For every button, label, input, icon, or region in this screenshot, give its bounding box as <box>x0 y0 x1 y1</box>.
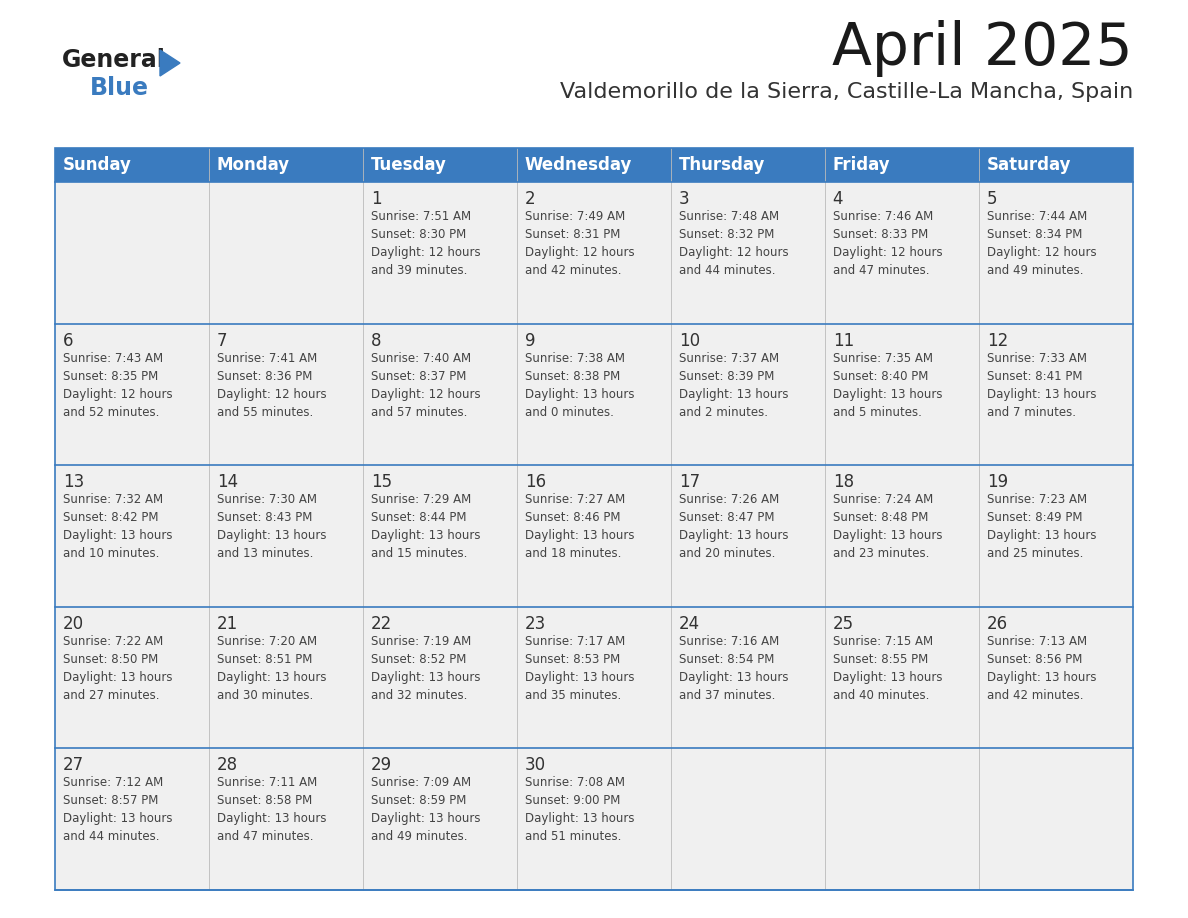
Text: 13: 13 <box>63 473 84 491</box>
Text: Wednesday: Wednesday <box>525 156 632 174</box>
Text: Sunrise: 7:33 AM
Sunset: 8:41 PM
Daylight: 13 hours
and 7 minutes.: Sunrise: 7:33 AM Sunset: 8:41 PM Dayligh… <box>987 352 1097 419</box>
Text: Valdemorillo de la Sierra, Castille-La Mancha, Spain: Valdemorillo de la Sierra, Castille-La M… <box>560 82 1133 102</box>
Text: Tuesday: Tuesday <box>371 156 447 174</box>
Bar <box>55 182 1133 324</box>
Text: 27: 27 <box>63 756 84 775</box>
Text: Sunrise: 7:49 AM
Sunset: 8:31 PM
Daylight: 12 hours
and 42 minutes.: Sunrise: 7:49 AM Sunset: 8:31 PM Dayligh… <box>525 210 634 277</box>
Text: Sunrise: 7:40 AM
Sunset: 8:37 PM
Daylight: 12 hours
and 57 minutes.: Sunrise: 7:40 AM Sunset: 8:37 PM Dayligh… <box>371 352 480 419</box>
Text: Sunrise: 7:46 AM
Sunset: 8:33 PM
Daylight: 12 hours
and 47 minutes.: Sunrise: 7:46 AM Sunset: 8:33 PM Dayligh… <box>833 210 942 277</box>
Text: 23: 23 <box>525 615 546 633</box>
Text: 9: 9 <box>525 331 536 350</box>
Bar <box>364 148 517 182</box>
Text: Sunrise: 7:09 AM
Sunset: 8:59 PM
Daylight: 13 hours
and 49 minutes.: Sunrise: 7:09 AM Sunset: 8:59 PM Dayligh… <box>371 777 480 844</box>
Text: Sunrise: 7:22 AM
Sunset: 8:50 PM
Daylight: 13 hours
and 27 minutes.: Sunrise: 7:22 AM Sunset: 8:50 PM Dayligh… <box>63 635 172 701</box>
Text: Sunrise: 7:41 AM
Sunset: 8:36 PM
Daylight: 12 hours
and 55 minutes.: Sunrise: 7:41 AM Sunset: 8:36 PM Dayligh… <box>216 352 327 419</box>
Bar <box>55 148 1133 890</box>
Text: Sunrise: 7:26 AM
Sunset: 8:47 PM
Daylight: 13 hours
and 20 minutes.: Sunrise: 7:26 AM Sunset: 8:47 PM Dayligh… <box>678 493 788 560</box>
Text: Sunrise: 7:30 AM
Sunset: 8:43 PM
Daylight: 13 hours
and 13 minutes.: Sunrise: 7:30 AM Sunset: 8:43 PM Dayligh… <box>216 493 327 560</box>
Bar <box>55 607 1133 748</box>
Text: Sunrise: 7:11 AM
Sunset: 8:58 PM
Daylight: 13 hours
and 47 minutes.: Sunrise: 7:11 AM Sunset: 8:58 PM Dayligh… <box>216 777 327 844</box>
Text: 2: 2 <box>525 190 536 208</box>
Text: 6: 6 <box>63 331 74 350</box>
Text: 21: 21 <box>216 615 238 633</box>
Text: Sunrise: 7:43 AM
Sunset: 8:35 PM
Daylight: 12 hours
and 52 minutes.: Sunrise: 7:43 AM Sunset: 8:35 PM Dayligh… <box>63 352 172 419</box>
Text: Monday: Monday <box>216 156 290 174</box>
Text: 30: 30 <box>525 756 545 775</box>
Text: Sunrise: 7:24 AM
Sunset: 8:48 PM
Daylight: 13 hours
and 23 minutes.: Sunrise: 7:24 AM Sunset: 8:48 PM Dayligh… <box>833 493 942 560</box>
Text: 24: 24 <box>678 615 700 633</box>
Text: 22: 22 <box>371 615 392 633</box>
Text: Sunrise: 7:35 AM
Sunset: 8:40 PM
Daylight: 13 hours
and 5 minutes.: Sunrise: 7:35 AM Sunset: 8:40 PM Dayligh… <box>833 352 942 419</box>
Bar <box>55 748 1133 890</box>
Text: Sunrise: 7:13 AM
Sunset: 8:56 PM
Daylight: 13 hours
and 42 minutes.: Sunrise: 7:13 AM Sunset: 8:56 PM Dayligh… <box>987 635 1097 701</box>
Text: Sunrise: 7:38 AM
Sunset: 8:38 PM
Daylight: 13 hours
and 0 minutes.: Sunrise: 7:38 AM Sunset: 8:38 PM Dayligh… <box>525 352 634 419</box>
Bar <box>55 465 1133 607</box>
Text: 7: 7 <box>216 331 227 350</box>
Text: 17: 17 <box>678 473 700 491</box>
Text: Sunrise: 7:12 AM
Sunset: 8:57 PM
Daylight: 13 hours
and 44 minutes.: Sunrise: 7:12 AM Sunset: 8:57 PM Dayligh… <box>63 777 172 844</box>
Bar <box>55 148 209 182</box>
Text: 20: 20 <box>63 615 84 633</box>
Text: Thursday: Thursday <box>678 156 765 174</box>
Text: Sunrise: 7:16 AM
Sunset: 8:54 PM
Daylight: 13 hours
and 37 minutes.: Sunrise: 7:16 AM Sunset: 8:54 PM Dayligh… <box>678 635 788 701</box>
Text: 5: 5 <box>987 190 997 208</box>
Text: 25: 25 <box>833 615 854 633</box>
Text: 11: 11 <box>833 331 854 350</box>
Text: Sunrise: 7:32 AM
Sunset: 8:42 PM
Daylight: 13 hours
and 10 minutes.: Sunrise: 7:32 AM Sunset: 8:42 PM Dayligh… <box>63 493 172 560</box>
Text: April 2025: April 2025 <box>833 20 1133 77</box>
Text: Sunrise: 7:27 AM
Sunset: 8:46 PM
Daylight: 13 hours
and 18 minutes.: Sunrise: 7:27 AM Sunset: 8:46 PM Dayligh… <box>525 493 634 560</box>
Text: Sunrise: 7:08 AM
Sunset: 9:00 PM
Daylight: 13 hours
and 51 minutes.: Sunrise: 7:08 AM Sunset: 9:00 PM Dayligh… <box>525 777 634 844</box>
Text: 4: 4 <box>833 190 843 208</box>
Text: 3: 3 <box>678 190 689 208</box>
Text: Blue: Blue <box>90 76 148 100</box>
Text: 29: 29 <box>371 756 392 775</box>
Text: 8: 8 <box>371 331 381 350</box>
Text: Saturday: Saturday <box>987 156 1072 174</box>
Text: Sunrise: 7:17 AM
Sunset: 8:53 PM
Daylight: 13 hours
and 35 minutes.: Sunrise: 7:17 AM Sunset: 8:53 PM Dayligh… <box>525 635 634 701</box>
Text: 28: 28 <box>216 756 238 775</box>
Text: 26: 26 <box>987 615 1007 633</box>
Text: 19: 19 <box>987 473 1007 491</box>
Polygon shape <box>160 50 181 76</box>
Text: Sunrise: 7:44 AM
Sunset: 8:34 PM
Daylight: 12 hours
and 49 minutes.: Sunrise: 7:44 AM Sunset: 8:34 PM Dayligh… <box>987 210 1097 277</box>
Text: Sunrise: 7:20 AM
Sunset: 8:51 PM
Daylight: 13 hours
and 30 minutes.: Sunrise: 7:20 AM Sunset: 8:51 PM Dayligh… <box>216 635 327 701</box>
Text: Sunday: Sunday <box>63 156 132 174</box>
Bar <box>824 148 979 182</box>
Text: 18: 18 <box>833 473 854 491</box>
Text: Sunrise: 7:51 AM
Sunset: 8:30 PM
Daylight: 12 hours
and 39 minutes.: Sunrise: 7:51 AM Sunset: 8:30 PM Dayligh… <box>371 210 480 277</box>
Text: Sunrise: 7:23 AM
Sunset: 8:49 PM
Daylight: 13 hours
and 25 minutes.: Sunrise: 7:23 AM Sunset: 8:49 PM Dayligh… <box>987 493 1097 560</box>
Bar <box>979 148 1133 182</box>
Text: 14: 14 <box>216 473 238 491</box>
Text: 15: 15 <box>371 473 392 491</box>
Text: 10: 10 <box>678 331 700 350</box>
Bar <box>517 148 671 182</box>
Bar <box>671 148 824 182</box>
Text: Sunrise: 7:29 AM
Sunset: 8:44 PM
Daylight: 13 hours
and 15 minutes.: Sunrise: 7:29 AM Sunset: 8:44 PM Dayligh… <box>371 493 480 560</box>
Text: Friday: Friday <box>833 156 890 174</box>
Bar <box>55 324 1133 465</box>
Text: 16: 16 <box>525 473 545 491</box>
Text: 1: 1 <box>371 190 381 208</box>
Text: 12: 12 <box>987 331 1007 350</box>
Text: Sunrise: 7:37 AM
Sunset: 8:39 PM
Daylight: 13 hours
and 2 minutes.: Sunrise: 7:37 AM Sunset: 8:39 PM Dayligh… <box>678 352 788 419</box>
Bar <box>209 148 364 182</box>
Text: Sunrise: 7:48 AM
Sunset: 8:32 PM
Daylight: 12 hours
and 44 minutes.: Sunrise: 7:48 AM Sunset: 8:32 PM Dayligh… <box>678 210 789 277</box>
Text: General: General <box>62 48 166 72</box>
Text: Sunrise: 7:19 AM
Sunset: 8:52 PM
Daylight: 13 hours
and 32 minutes.: Sunrise: 7:19 AM Sunset: 8:52 PM Dayligh… <box>371 635 480 701</box>
Text: Sunrise: 7:15 AM
Sunset: 8:55 PM
Daylight: 13 hours
and 40 minutes.: Sunrise: 7:15 AM Sunset: 8:55 PM Dayligh… <box>833 635 942 701</box>
